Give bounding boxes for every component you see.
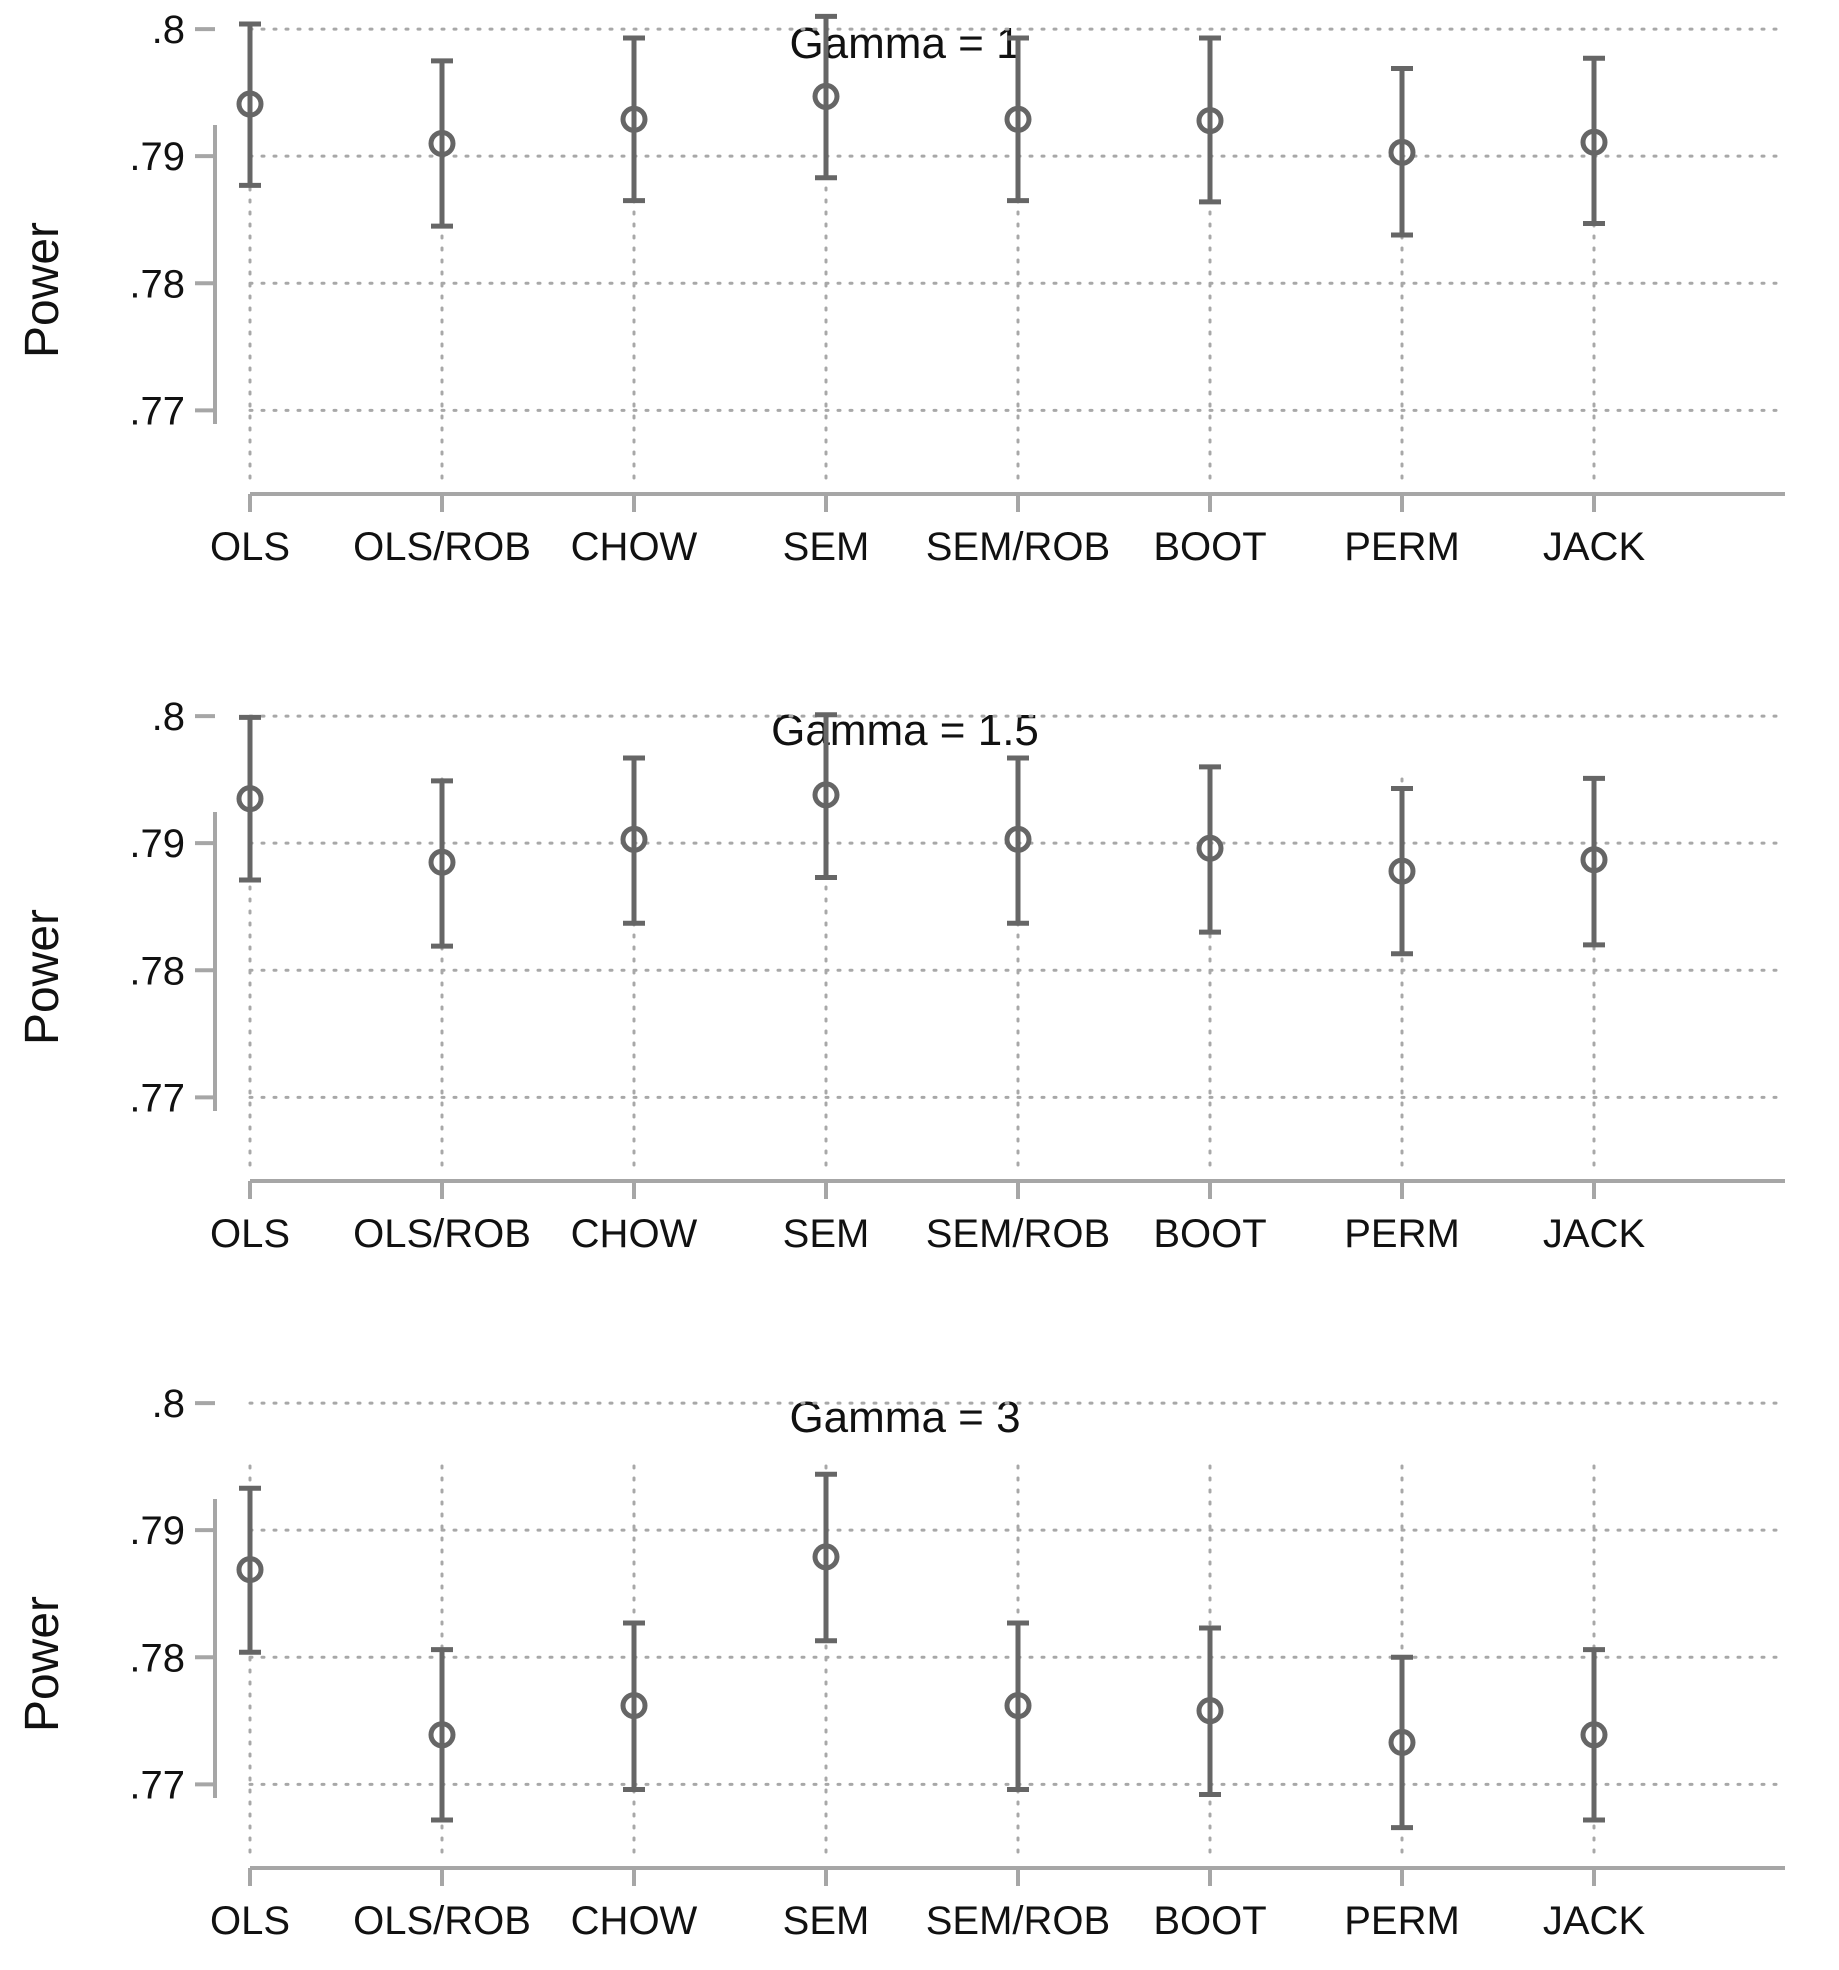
- y-tick-label: .79: [129, 135, 185, 179]
- x-tick-label: BOOT: [1153, 525, 1266, 569]
- y-tick-label: .8: [152, 8, 185, 52]
- y-tick-label: .77: [129, 1076, 185, 1120]
- x-tick-label: OLS/ROB: [353, 525, 531, 569]
- error-bar-ols: [236, 21, 264, 188]
- point-estimate-marker: [620, 1692, 648, 1720]
- y-axis-label: Power: [16, 1596, 69, 1732]
- y-tick-label: .77: [129, 1763, 185, 1807]
- x-tick-label: CHOW: [571, 1212, 698, 1256]
- x-tick-label: BOOT: [1153, 1212, 1266, 1256]
- point-estimate-marker: [236, 1556, 264, 1584]
- error-bar-sem-rob: [1004, 755, 1032, 926]
- error-bar-boot: [1196, 764, 1224, 935]
- error-bar-jack: [1580, 1647, 1608, 1823]
- point-estimate-marker: [620, 825, 648, 853]
- point-estimate-marker: [1388, 1728, 1416, 1756]
- point-estimate-marker: [1196, 1697, 1224, 1725]
- y-tick-label: .8: [152, 695, 185, 739]
- error-bar-chow: [620, 755, 648, 926]
- point-estimate-marker: [1388, 138, 1416, 166]
- point-estimate-marker: [812, 781, 840, 809]
- error-bar-sem: [812, 13, 840, 181]
- point-estimate-marker: [620, 105, 648, 133]
- x-tick-label: BOOT: [1153, 1899, 1266, 1943]
- y-tick-label: .78: [129, 262, 185, 306]
- point-estimate-marker: [1004, 105, 1032, 133]
- y-axis-label: Power: [16, 222, 69, 358]
- panel-2: Gamma = 1.5 Power .77 .78 .79 .8 OLS OLS/ROB CHO…: [16, 695, 1787, 1256]
- point-estimate-marker: [812, 82, 840, 110]
- point-estimate-marker: [1388, 857, 1416, 885]
- x-tick-label: OLS/ROB: [353, 1212, 531, 1256]
- x-tick-label: CHOW: [571, 1899, 698, 1943]
- x-tick-label: PERM: [1344, 1212, 1460, 1256]
- x-tick-label: JACK: [1543, 1212, 1646, 1256]
- error-bar-boot: [1196, 1625, 1224, 1798]
- error-bar-chow: [620, 35, 648, 204]
- point-estimate-marker: [236, 785, 264, 813]
- x-tick-label: OLS: [210, 525, 290, 569]
- y-tick-label: .78: [129, 949, 185, 993]
- point-estimate-marker: [812, 1543, 840, 1571]
- panel-title: Gamma = 3: [789, 1393, 1020, 1442]
- panel-title: Gamma = 1.5: [771, 706, 1039, 755]
- x-tick-label: JACK: [1543, 525, 1646, 569]
- x-tick-label: SEM/ROB: [926, 1899, 1110, 1943]
- x-tick-label: SEM/ROB: [926, 1212, 1110, 1256]
- x-tick-label: JACK: [1543, 1899, 1646, 1943]
- y-tick-label: .8: [152, 1382, 185, 1426]
- error-bar-boot: [1196, 35, 1224, 205]
- x-tick-label: OLS/ROB: [353, 1899, 531, 1943]
- error-bar-perm: [1388, 1654, 1416, 1831]
- error-bar-sem-rob: [1004, 1620, 1032, 1792]
- error-bar-sem: [812, 1471, 840, 1644]
- point-estimate-marker: [1004, 1692, 1032, 1720]
- x-tick-label: SEM: [783, 1899, 870, 1943]
- x-tick-label: OLS: [210, 1899, 290, 1943]
- panel-3: Gamma = 3 Power .77 .78 .79 .8 OLS OLS/ROB CHOW S…: [16, 1382, 1787, 1943]
- point-estimate-marker: [236, 90, 264, 118]
- error-bar-perm: [1388, 786, 1416, 957]
- x-tick-label: SEM: [783, 525, 870, 569]
- x-tick-label: SEM/ROB: [926, 525, 1110, 569]
- point-estimate-marker: [1196, 834, 1224, 862]
- x-tick-label: CHOW: [571, 525, 698, 569]
- x-tick-label: PERM: [1344, 525, 1460, 569]
- point-estimate-marker: [428, 1721, 456, 1749]
- error-bar-ols-rob: [428, 58, 456, 229]
- error-bar-chow: [620, 1620, 648, 1792]
- error-bar-ols: [236, 1485, 264, 1655]
- x-tick-label: OLS: [210, 1212, 290, 1256]
- error-bar-perm: [1388, 65, 1416, 238]
- y-tick-label: .77: [129, 389, 185, 433]
- point-estimate-marker: [428, 848, 456, 876]
- error-bar-ols-rob: [428, 1647, 456, 1823]
- error-bar-ols-rob: [428, 778, 456, 949]
- y-tick-label: .79: [129, 822, 185, 866]
- error-bar-sem-rob: [1004, 35, 1032, 204]
- point-estimate-marker: [1580, 1721, 1608, 1749]
- y-tick-label: .78: [129, 1636, 185, 1680]
- error-bar-jack: [1580, 775, 1608, 948]
- error-bar-ols: [236, 714, 264, 883]
- point-estimate-marker: [1196, 107, 1224, 135]
- point-estimate-marker: [1004, 825, 1032, 853]
- point-estimate-marker: [1580, 846, 1608, 874]
- y-axis-label: Power: [16, 909, 69, 1045]
- y-tick-label: .79: [129, 1509, 185, 1553]
- point-estimate-marker: [1580, 128, 1608, 156]
- point-estimate-marker: [428, 129, 456, 157]
- x-tick-label: PERM: [1344, 1899, 1460, 1943]
- error-bar-sem: [812, 712, 840, 880]
- error-bar-jack: [1580, 55, 1608, 227]
- x-tick-label: SEM: [783, 1212, 870, 1256]
